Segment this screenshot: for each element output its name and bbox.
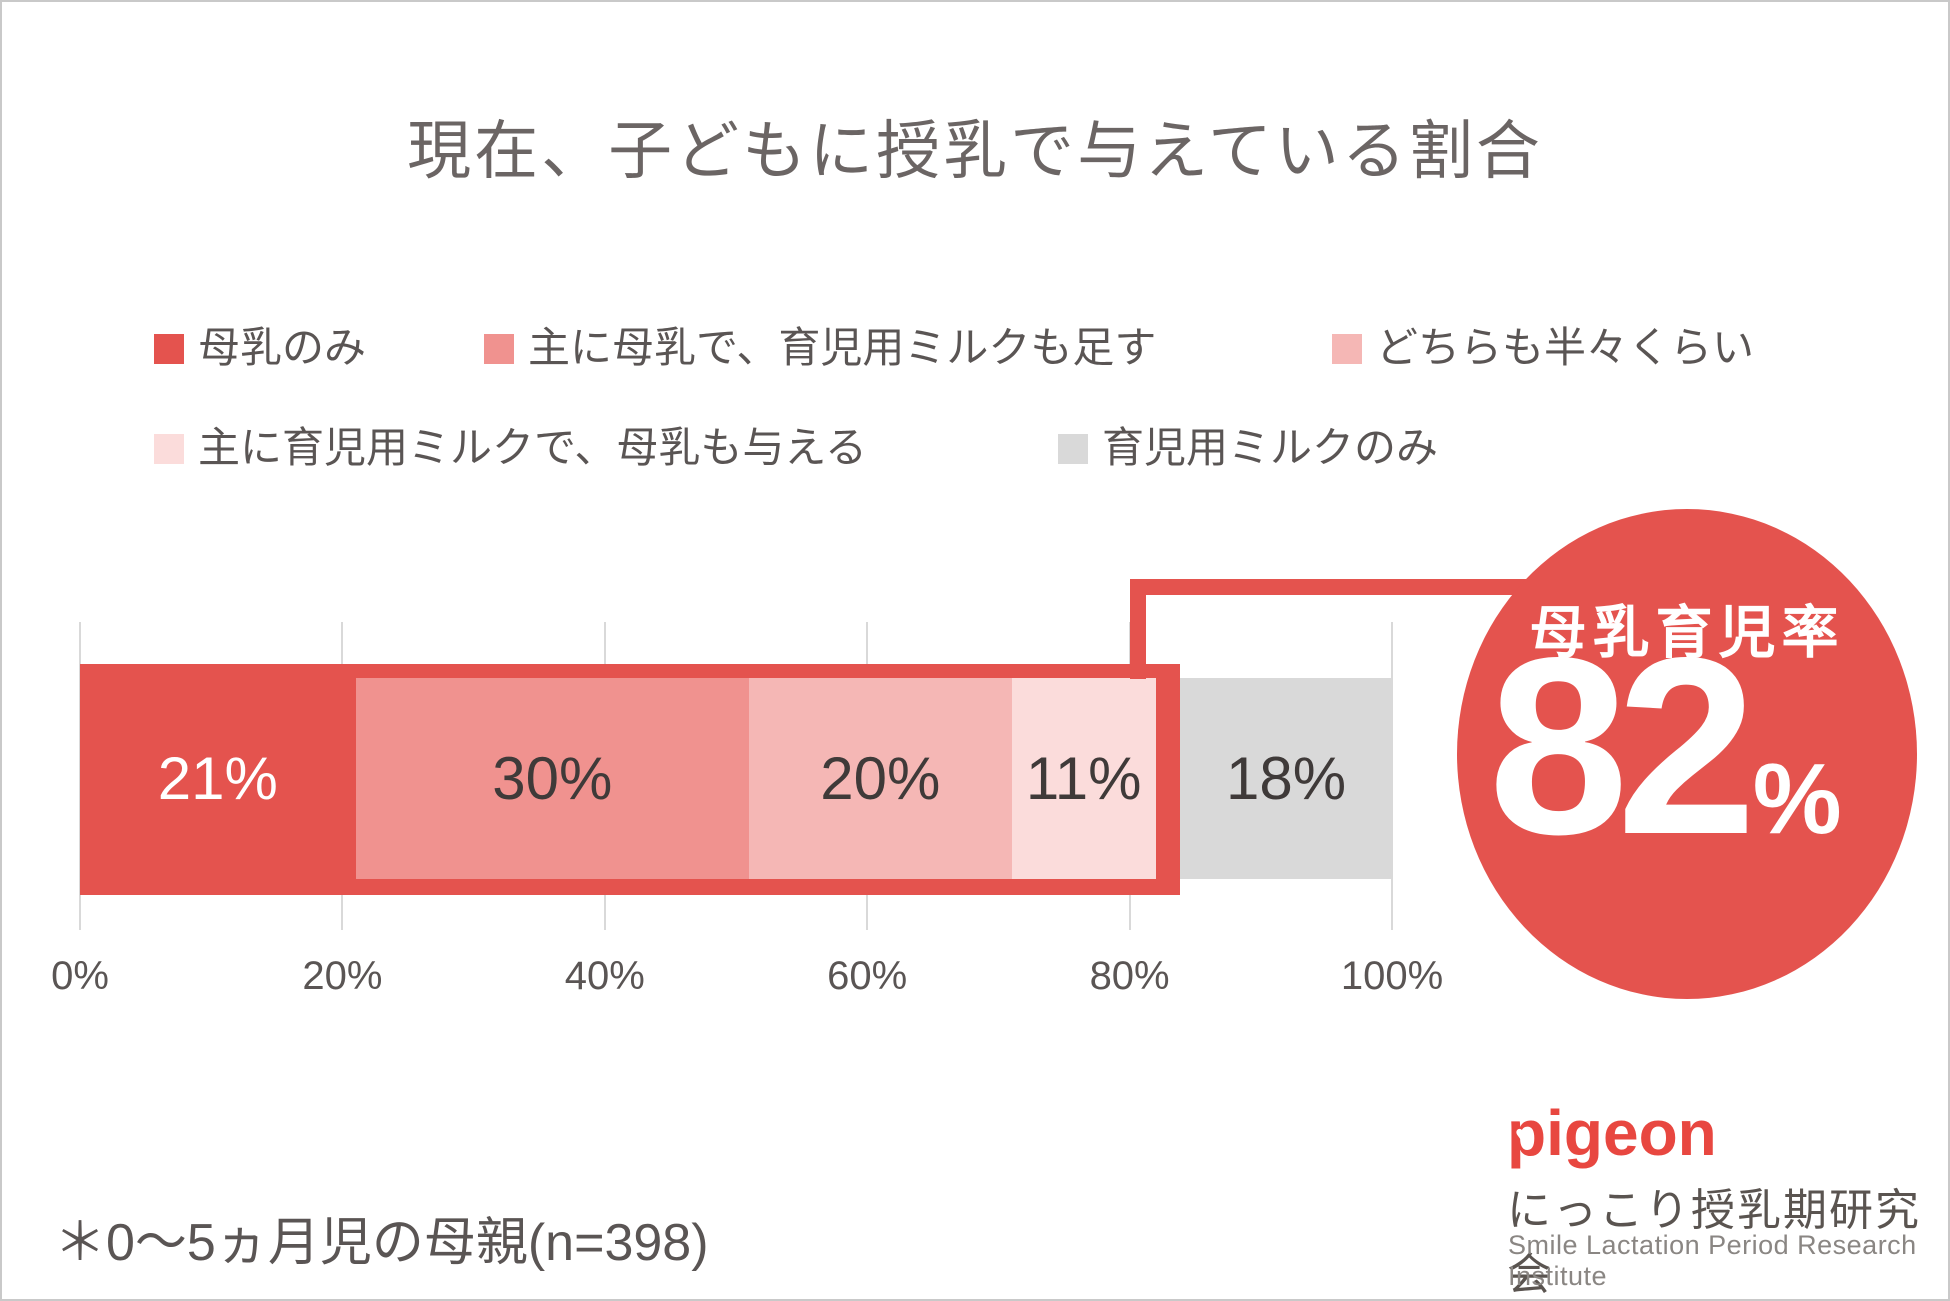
pigeon-logo: pigeon ♥ bbox=[1507, 1096, 1717, 1170]
legend-item-mainly-breastmilk: 主に母乳で、育児用ミルクも足す bbox=[484, 314, 1156, 375]
x-axis-tick-label: 20% bbox=[302, 954, 383, 998]
legend-label: どちらも半々くらい bbox=[1376, 324, 1755, 371]
gridline bbox=[1391, 622, 1393, 930]
legend-swatch bbox=[484, 334, 514, 364]
legend-swatch bbox=[1058, 434, 1088, 464]
legend-item-breastmilk-only: 母乳のみ bbox=[154, 314, 366, 375]
x-axis-tick-label: 80% bbox=[1089, 954, 1170, 998]
legend-item-formula-only: 育児用ミルクのみ bbox=[1058, 414, 1438, 475]
callout-value-unit: % bbox=[1752, 743, 1842, 855]
bar-segment-label: 20% bbox=[820, 745, 941, 812]
legend-label: 主に母乳で、育児用ミルクも足す bbox=[528, 324, 1157, 371]
legend-item-mainly-formula: 主に育児用ミルクで、母乳も与える bbox=[154, 414, 867, 475]
sample-footnote: ＊0〜5ヵ月児の母親(n=398) bbox=[54, 1214, 709, 1272]
x-axis-tick-label: 100% bbox=[1340, 954, 1444, 998]
x-axis-tick-label: 0% bbox=[51, 954, 109, 998]
legend-label: 主に育児用ミルクで、母乳も与える bbox=[198, 424, 868, 471]
callout-value-number: 82 bbox=[1488, 606, 1756, 887]
x-axis-tick-label: 40% bbox=[564, 954, 645, 998]
organization-name-en: Smile Lactation Period Research Institut… bbox=[1508, 1230, 1917, 1291]
heart-icon: ♥ bbox=[1515, 1120, 1532, 1150]
pigeon-wordmark: pigeon bbox=[1507, 1097, 1717, 1169]
legend-label: 母乳のみ bbox=[198, 324, 367, 371]
bar-segment-label: 21% bbox=[157, 745, 278, 812]
legend-swatch bbox=[1332, 334, 1362, 364]
legend-item-half-and-half: どちらも半々くらい bbox=[1332, 314, 1754, 375]
callout-connector-vertical bbox=[1130, 579, 1146, 679]
bar-segment-label: 11% bbox=[1025, 745, 1142, 812]
callout-connector-horizontal bbox=[1130, 579, 1560, 595]
organization-name-jp: にっこり授乳期研究会 bbox=[1507, 1186, 1921, 1299]
highlight-circle: 母乳育児率 82% bbox=[1457, 509, 1917, 999]
x-axis-tick-label: 60% bbox=[827, 954, 908, 998]
bar-segment-label: 18% bbox=[1225, 745, 1347, 812]
legend-swatch bbox=[154, 434, 184, 464]
legend-swatch bbox=[154, 334, 184, 364]
bar-segment: 21% bbox=[80, 678, 356, 879]
bar-segment: 18% bbox=[1180, 678, 1392, 879]
bar-segment: 20% bbox=[749, 678, 1012, 879]
legend-label: 育児用ミルクのみ bbox=[1102, 424, 1439, 471]
callout-title: 母乳育児率 bbox=[1529, 601, 1845, 665]
bar-segment: 30% bbox=[355, 678, 750, 879]
callout-value: 82% bbox=[1457, 621, 1873, 873]
bar-segment: 11% bbox=[1011, 678, 1156, 879]
bar-segment-label: 30% bbox=[492, 745, 613, 812]
page-title: 現在、子どもに授乳で与えている割合 bbox=[407, 115, 1543, 187]
